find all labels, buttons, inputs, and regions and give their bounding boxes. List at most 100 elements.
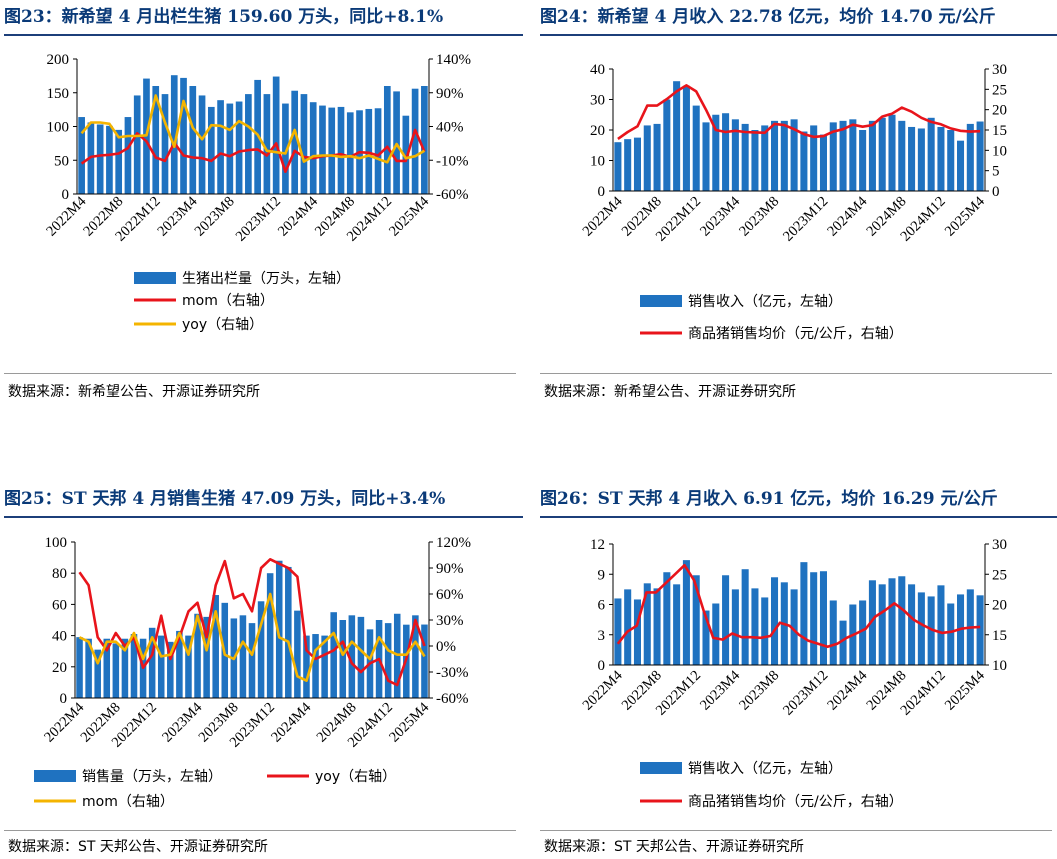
legend-swatch <box>640 295 682 307</box>
bar <box>282 103 289 194</box>
x-tick-label: 2023M4 <box>155 193 202 240</box>
bar <box>702 122 710 191</box>
bar <box>207 106 215 194</box>
bar <box>810 125 818 191</box>
chart-title: 图26：ST 天邦 4 月收入 6.91 亿元，均价 16.29 元/公斤 <box>540 482 1057 518</box>
bar <box>819 571 827 665</box>
right-tick-label: 0 <box>992 184 1000 200</box>
bar <box>751 588 759 665</box>
chart-svg: 100806040200120%90%60%30%0%-30%-60%2022M… <box>34 535 471 810</box>
bar <box>285 566 292 698</box>
bar <box>682 560 690 665</box>
bar <box>790 589 798 665</box>
series-line <box>617 83 981 140</box>
x-tick-label: 2023M12 <box>780 194 831 245</box>
legend-label: 生猪出栏量（万头，左轴） <box>182 271 350 287</box>
bar <box>393 91 400 194</box>
left-tick-label: 3 <box>598 628 606 644</box>
bar <box>157 635 165 698</box>
left-tick-label: 200 <box>47 52 70 68</box>
bar <box>937 126 945 191</box>
bar <box>300 94 308 194</box>
bar <box>917 128 925 191</box>
right-tick-label: -10% <box>436 153 469 169</box>
right-tick-label: 25 <box>992 567 1007 583</box>
legend-label: 商品猪销售均价（元/公斤，右轴） <box>688 794 903 810</box>
bar <box>614 142 622 191</box>
left-tick-label: 80 <box>52 566 67 582</box>
bar <box>898 576 906 665</box>
bar <box>947 130 955 191</box>
bar <box>85 638 92 698</box>
bar <box>643 125 651 191</box>
legend-swatch <box>640 762 682 774</box>
x-tick-label: 2025M4 <box>942 193 989 240</box>
bar <box>303 635 310 698</box>
bar <box>133 95 141 194</box>
title-text: 新希望 4 月收入 22.78 亿元，均价 14.70 元/公斤 <box>597 7 996 27</box>
bar <box>888 114 896 191</box>
chart-title: 图25：ST 天邦 4 月销售生猪 47.09 万头，同比+3.4% <box>4 482 523 518</box>
chart-title: 图23：新希望 4 月出栏生猪 159.60 万头，同比+8.1% <box>4 0 523 36</box>
bar <box>878 117 886 191</box>
x-tick-label: 2023M4 <box>697 193 744 240</box>
x-tick-label: 2023M12 <box>233 194 284 245</box>
bar <box>947 603 955 665</box>
left-tick-label: 20 <box>52 660 67 676</box>
bar <box>780 120 788 191</box>
chart-panel-23: 图23：新希望 4 月出栏生猪 159.60 万头，同比+8.1% 200 150… <box>4 0 523 376</box>
bar <box>692 575 700 665</box>
right-tick-label: 0% <box>436 639 456 655</box>
right-tick-label: 120% <box>436 535 471 551</box>
bar <box>266 573 274 698</box>
left-tick-label: 40 <box>52 629 67 645</box>
bar <box>152 86 160 194</box>
divider <box>4 373 516 374</box>
right-tick-label: 90% <box>436 561 464 577</box>
bar <box>712 603 720 665</box>
left-tick-label: 0 <box>598 658 606 674</box>
bar <box>614 598 622 665</box>
bar <box>328 107 336 194</box>
bar <box>761 597 769 665</box>
bar <box>771 120 779 191</box>
right-tick-label: 5 <box>992 164 1000 180</box>
x-tick-label: 2023M12 <box>780 668 831 719</box>
series-line <box>78 592 426 682</box>
bar <box>330 612 337 698</box>
series-line <box>80 94 426 164</box>
legend-swatch <box>34 770 76 782</box>
bar <box>94 649 101 698</box>
bar <box>235 101 243 194</box>
left-tick-label: 10 <box>590 154 605 170</box>
bar <box>839 620 847 665</box>
bar <box>878 584 886 665</box>
chart-svg: 4030201003025201510502022M42022M82022M12… <box>580 62 1007 342</box>
x-tick-label: 2023M8 <box>192 194 238 240</box>
bar <box>966 123 974 191</box>
legend-label: yoy（右轴） <box>315 769 396 785</box>
left-tick-label: 12 <box>590 537 605 553</box>
title-text: ST 天邦 4 月收入 6.91 亿元，均价 16.29 元/公斤 <box>597 489 998 509</box>
bar <box>337 106 345 194</box>
left-tick-label: 9 <box>598 567 606 583</box>
right-tick-label: 90% <box>436 86 464 102</box>
right-tick-label: 30 <box>992 537 1007 553</box>
bar <box>976 595 984 665</box>
chart-panel-25: 图25：ST 天邦 4 月销售生猪 47.09 万头，同比+3.4% 100 80… <box>4 482 523 848</box>
bar <box>421 86 428 194</box>
source-note: 数据来源：新希望公告、开源证券研究所 <box>8 384 260 400</box>
right-tick-label: 30 <box>992 62 1007 78</box>
bar <box>121 638 129 698</box>
bar <box>800 131 808 191</box>
bar <box>917 592 925 665</box>
x-tick-label: 2024M4 <box>824 667 871 714</box>
bar <box>624 139 632 191</box>
x-tick-label: 2025M4 <box>386 193 433 240</box>
bar <box>383 86 391 194</box>
bar <box>239 615 247 698</box>
left-tick-label: 0 <box>60 691 68 707</box>
bar <box>96 124 104 194</box>
bar <box>722 113 730 191</box>
title-text: ST 天邦 4 月销售生猪 47.09 万头，同比+3.4% <box>61 489 446 509</box>
